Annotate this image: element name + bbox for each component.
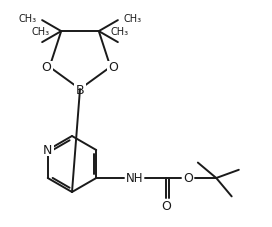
Text: N: N [43, 144, 52, 157]
Text: CH₃: CH₃ [18, 14, 36, 24]
Text: CH₃: CH₃ [124, 14, 142, 24]
Text: CH₃: CH₃ [111, 27, 129, 37]
Bar [107, 62, 119, 74]
Text: O: O [42, 61, 51, 74]
Bar [41, 62, 52, 74]
Text: O: O [183, 172, 193, 185]
Text: O: O [109, 61, 118, 74]
Text: O: O [161, 200, 171, 212]
Text: CH₃: CH₃ [31, 27, 49, 37]
Text: NH: NH [125, 172, 143, 185]
Bar [74, 84, 86, 96]
Bar [42, 144, 54, 156]
Text: B: B [76, 83, 84, 96]
